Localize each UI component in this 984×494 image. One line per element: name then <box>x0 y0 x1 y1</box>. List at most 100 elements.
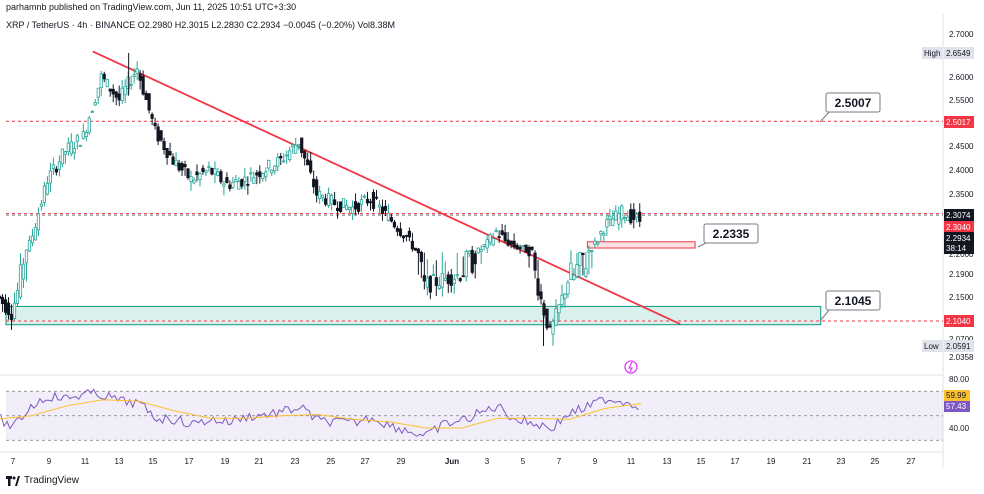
candle-body <box>638 211 642 222</box>
candle-body <box>267 160 271 169</box>
time-tick-label: 21 <box>255 457 264 466</box>
candle-body <box>156 126 160 142</box>
candle-body <box>392 221 397 228</box>
candle-body <box>234 179 238 182</box>
candle-body <box>288 150 292 161</box>
candle-body <box>479 249 483 252</box>
callout-box[interactable] <box>703 223 759 244</box>
candle-body <box>120 87 124 101</box>
candle-body <box>111 88 115 95</box>
candle-body <box>60 148 64 165</box>
symbol-name[interactable]: XRP / TetherUS · 4h · BINANCE <box>6 20 136 30</box>
candle-body <box>404 235 409 237</box>
time-tick-label: 19 <box>221 457 230 466</box>
candle-body <box>494 229 498 232</box>
time-tick-label: 13 <box>663 457 672 466</box>
candle-body <box>168 151 172 156</box>
candle-body <box>69 141 73 155</box>
time-tick-label: 7 <box>11 457 16 466</box>
candle-body <box>297 143 301 147</box>
candle-body <box>536 278 540 296</box>
candle-body <box>204 170 208 173</box>
candle-body <box>54 168 58 173</box>
candle-body <box>18 264 23 298</box>
rsi-line <box>0 388 639 437</box>
rsi-ma-badge-bg <box>944 390 970 401</box>
bar-countdown-bg <box>944 242 974 254</box>
candle-body <box>165 148 169 159</box>
candle-body <box>201 167 205 173</box>
candle-body <box>84 132 88 137</box>
rsi-tick-label: 40.00 <box>949 424 970 433</box>
candle-body <box>141 75 145 95</box>
candle-body <box>599 231 603 235</box>
time-tick-label: 17 <box>185 457 194 466</box>
candle-body <box>506 239 510 246</box>
candle-body <box>27 239 32 252</box>
candle-body <box>467 250 471 255</box>
candle-body <box>635 213 639 218</box>
candle-body <box>249 172 253 175</box>
candle-body <box>389 217 394 222</box>
candle-body <box>81 131 85 139</box>
candle-body <box>285 154 289 157</box>
lightning-icon[interactable] <box>624 360 638 374</box>
candle-body <box>353 201 358 210</box>
candle-body <box>557 304 561 314</box>
candle-body <box>590 250 594 252</box>
candle-body <box>309 160 313 173</box>
candle-body <box>620 205 624 220</box>
price-tick-label: 2.3500 <box>949 190 974 199</box>
candle-body <box>503 232 507 242</box>
candle-body <box>333 199 337 206</box>
candle-body <box>374 196 379 199</box>
callout-box[interactable] <box>825 92 881 113</box>
time-tick-label: Jun <box>445 457 459 466</box>
low-value: 2.0591 <box>946 342 971 351</box>
candle-body <box>491 238 495 246</box>
candle-body <box>362 195 367 198</box>
candle-body <box>306 159 310 166</box>
level-23040: 2.3040 <box>946 223 971 232</box>
candle-body <box>102 73 106 80</box>
time-tick-label: 3 <box>485 457 490 466</box>
demand-zone[interactable] <box>586 241 696 249</box>
candle-body <box>255 172 259 176</box>
rsi-ma-badge: 59.99 <box>946 391 967 400</box>
candle-body <box>440 272 444 288</box>
level-21040-bg <box>944 315 974 327</box>
candle-body <box>198 173 202 181</box>
candle-body <box>512 240 516 248</box>
candle-body <box>261 173 265 180</box>
candle-body <box>135 68 139 74</box>
candle-body <box>473 253 477 265</box>
candle-body <box>105 79 109 88</box>
trend-line[interactable] <box>92 50 681 325</box>
level-25017-bg <box>944 116 974 128</box>
candle-body <box>386 212 391 221</box>
time-tick-label: 11 <box>81 457 90 466</box>
level-21040: 2.1040 <box>946 317 971 326</box>
candle-body <box>341 198 346 208</box>
candle-body <box>563 293 567 299</box>
candle-body <box>36 213 41 231</box>
candle-body <box>321 194 325 199</box>
candle-body <box>542 303 546 316</box>
low-tag: Low <box>924 342 939 351</box>
candle-body <box>318 190 322 199</box>
candle-body <box>252 177 256 184</box>
candle-body <box>45 182 50 195</box>
candle-body <box>240 179 244 187</box>
candle-body <box>443 277 447 281</box>
candle-body <box>584 268 588 277</box>
candle-body <box>243 176 247 182</box>
candle-body <box>626 216 630 221</box>
callout-box[interactable] <box>825 290 881 311</box>
candle-body <box>207 166 211 168</box>
candle-body <box>548 325 552 328</box>
support-zone[interactable] <box>5 305 822 326</box>
time-tick-label: 15 <box>697 457 706 466</box>
candle-body <box>330 195 334 205</box>
candle-body <box>596 241 600 245</box>
